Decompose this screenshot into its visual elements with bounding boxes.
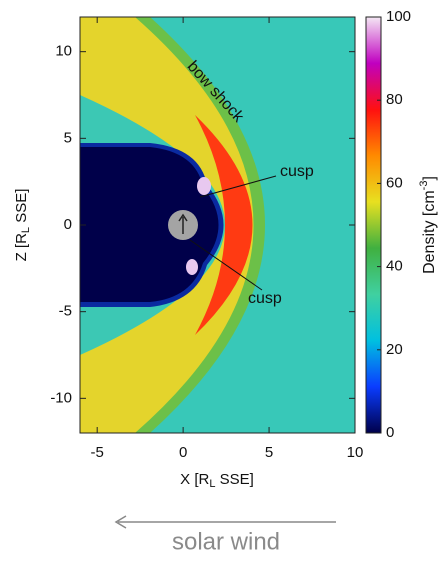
colorbar-tick-label: 100 (386, 8, 411, 25)
annotation: cusp (280, 163, 314, 180)
annotation-line (189, 239, 263, 291)
x-label-part: X [R (180, 471, 209, 488)
y-tick-label: -10 (50, 389, 72, 406)
y-label-sub: L (20, 227, 32, 233)
y-tick-label: 0 (64, 216, 72, 233)
density-field (80, 17, 355, 433)
cusp-spot (186, 259, 198, 275)
cb-label-part: ] (421, 176, 438, 180)
wind-arrow-head (114, 515, 127, 529)
x-tick-label: -5 (91, 444, 104, 461)
cusp-spot (197, 177, 211, 195)
footer: solar wind (172, 528, 280, 555)
colorbar (365, 16, 382, 434)
moon-arrow-head (178, 213, 188, 222)
nose-compression (195, 115, 253, 335)
colorbar-tick-label: 60 (386, 174, 403, 191)
colorbar-tick-label: 40 (386, 258, 403, 275)
colorbar-label: Density [cm-3] (418, 176, 438, 274)
y-axis-label: Z [RL SSE] (13, 189, 32, 262)
y-tick-label: -5 (59, 303, 72, 320)
colorbar-tick-label: 80 (386, 91, 403, 108)
annotation-line (199, 175, 277, 198)
x-label-sub: L (209, 478, 215, 490)
magnetosphere (80, 147, 219, 302)
x-tick-label: 5 (265, 444, 273, 461)
x-axis-label: X [RL SSE] (180, 471, 254, 490)
colorbar-tick-label: 0 (386, 424, 394, 441)
y-tick-label: 5 (64, 129, 72, 146)
cb-label-sup: -3 (418, 181, 430, 191)
x-tick-label: 10 (347, 444, 364, 461)
y-label-part: SSE] (13, 189, 30, 227)
x-tick-label: 0 (179, 444, 187, 461)
annotation: cusp (248, 290, 282, 307)
y-label-part: Z [R (13, 233, 30, 261)
colorbar-tick-label: 20 (386, 341, 403, 358)
x-label-part: SSE] (215, 471, 253, 488)
cb-label-part: Density [cm (421, 190, 438, 274)
y-tick-label: 10 (55, 43, 72, 60)
